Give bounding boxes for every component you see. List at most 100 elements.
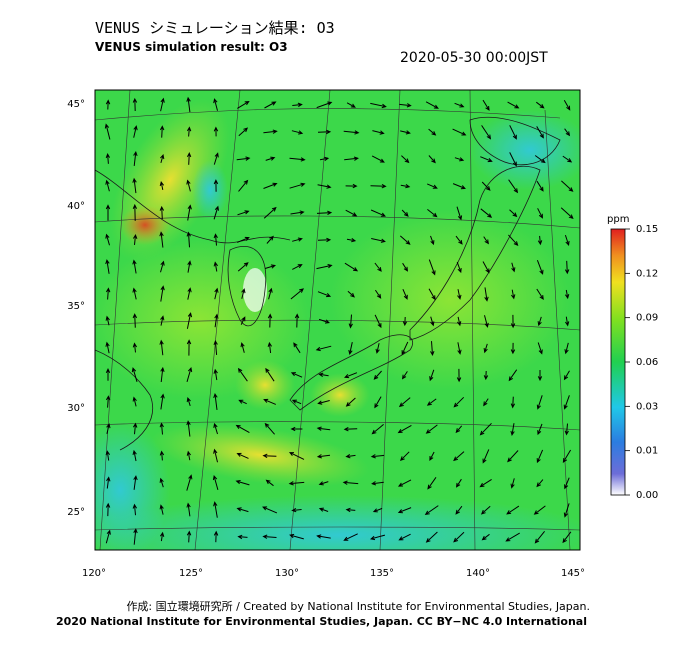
wind-arrow (536, 180, 544, 192)
wind-arrow (132, 233, 138, 245)
wind-arrow (428, 128, 437, 136)
lat-label: 25° (67, 507, 85, 518)
wind-arrow (563, 503, 570, 518)
wind-arrow (511, 262, 516, 273)
colorbar-ticks: 0.15 0.12 0.09 0.06 0.03 0.01 0.00 (625, 224, 658, 501)
wind-arrow (424, 505, 439, 516)
wind-arrow (267, 341, 273, 354)
colorbar-tick-label: 0.00 (636, 490, 658, 501)
wind-arrow (159, 339, 164, 356)
wind-arrow (537, 342, 543, 355)
wind-arrow (401, 209, 409, 217)
wind-arrow (564, 128, 571, 137)
wind-arrow (453, 531, 465, 543)
wind-arrow (401, 371, 408, 380)
wind-arrow (343, 426, 358, 432)
wind-arrow (348, 341, 353, 356)
wind-arrow (132, 422, 138, 435)
field-blob (310, 373, 370, 417)
wind-arrow (564, 234, 570, 246)
wind-arrow (509, 125, 517, 140)
lon-label: 120° (82, 568, 106, 579)
wind-arrow (374, 289, 382, 299)
wind-arrow (563, 370, 570, 381)
wind-arrow (457, 316, 462, 327)
wind-field (104, 96, 574, 545)
wind-arrow (454, 102, 465, 108)
wind-arrow (105, 233, 110, 246)
wind-arrow (316, 210, 333, 216)
wind-arrow (426, 183, 438, 189)
wind-arrow (263, 129, 278, 134)
wind-arrow (369, 534, 386, 541)
wind-arrow (483, 370, 489, 381)
wind-arrow (237, 367, 248, 382)
wind-arrow (430, 341, 435, 357)
wind-arrow (159, 531, 165, 542)
colorbar-tick-label: 0.09 (636, 313, 658, 324)
wind-arrow (481, 533, 490, 541)
wind-arrow (344, 156, 359, 161)
wind-arrow (187, 260, 192, 273)
wind-arrow (213, 448, 218, 463)
field-blob (330, 210, 570, 390)
lat-label: 30° (67, 403, 85, 414)
wind-arrow (430, 235, 435, 246)
wind-arrow (186, 367, 193, 383)
wind-arrow (104, 123, 111, 140)
wind-arrow (213, 501, 218, 518)
lon-label: 125° (179, 568, 203, 579)
wind-arrow (105, 99, 111, 110)
wind-arrow (373, 370, 382, 380)
wind-arrow (537, 316, 542, 327)
wind-arrow (453, 451, 465, 462)
wind-arrow (289, 533, 304, 540)
wind-arrow (507, 101, 520, 109)
wind-arrow (213, 126, 219, 137)
wind-arrow (159, 450, 165, 461)
wind-arrow (428, 155, 436, 164)
wind-arrow (456, 261, 462, 274)
wind-arrow (370, 102, 387, 109)
wind-arrow (345, 209, 358, 217)
wind-arrow (186, 96, 191, 113)
wind-arrow (237, 262, 249, 272)
wind-arrow (262, 506, 278, 514)
wind-arrow (291, 507, 302, 513)
wind-arrow (238, 127, 249, 137)
wind-arrow (482, 261, 490, 274)
wind-arrow (105, 368, 111, 381)
wind-arrow (241, 288, 246, 299)
wind-arrow (511, 289, 516, 300)
colorbar-tick-label: 0.12 (636, 268, 658, 279)
wind-arrow (374, 262, 382, 272)
wind-arrow (348, 314, 353, 329)
wind-arrow (288, 452, 305, 460)
wind-arrow (267, 313, 273, 328)
wind-arrow (265, 367, 275, 382)
wind-arrow (132, 97, 138, 112)
wind-arrow (106, 476, 111, 489)
wind-arrow (562, 449, 572, 463)
lon-label: 130° (275, 568, 299, 579)
wind-arrow (105, 204, 111, 221)
colorbar-tick-label: 0.06 (636, 357, 658, 368)
wind-arrow (236, 507, 249, 513)
wind-arrow (132, 203, 138, 221)
wind-arrow (537, 423, 543, 436)
wind-arrow (316, 454, 331, 459)
credit: 作成: 国立環境研究所 / Created by National Instit… (126, 599, 590, 613)
wind-arrow (214, 313, 219, 328)
wind-arrow (213, 530, 219, 543)
wind-arrow (564, 289, 570, 300)
wind-arrow (316, 264, 333, 270)
wind-arrow (186, 339, 192, 356)
wind-arrow (506, 505, 520, 515)
wind-arrow (399, 103, 412, 108)
wind-arrow (132, 177, 137, 194)
wind-arrow (372, 130, 385, 135)
wind-arrow (402, 262, 408, 272)
wind-arrow (455, 478, 462, 488)
wind-arrow (186, 420, 191, 437)
